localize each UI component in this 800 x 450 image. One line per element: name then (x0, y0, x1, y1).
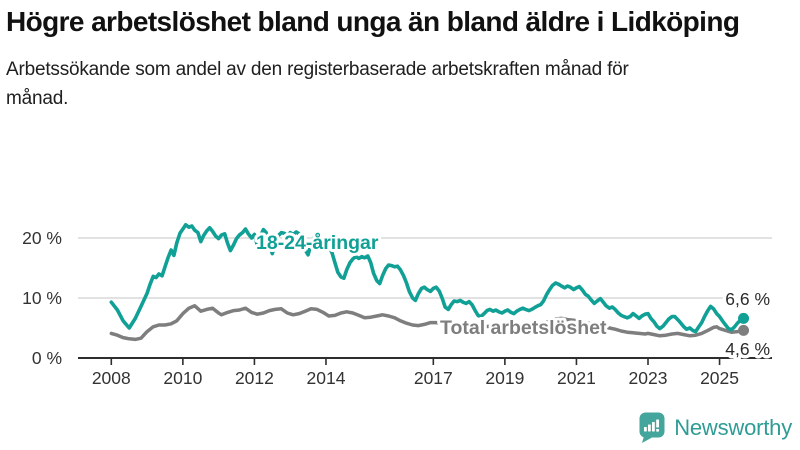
x-tick-label: 2010 (163, 368, 202, 388)
x-tick-label: 2023 (629, 368, 668, 388)
series-line-total-arbetsloshet (109, 304, 746, 342)
chart-header: Högre arbetslöshet bland unga än bland ä… (6, 4, 792, 114)
series-endpoint-dot-total (738, 324, 750, 336)
x-tick-label: 2017 (414, 368, 453, 388)
y-tick-label: 0 % (32, 348, 62, 368)
x-tick-label: 2021 (557, 368, 596, 388)
x-axis-tick-labels: 2008 2010 2012 2014 2017 2019 2021 2023 2025 (92, 368, 739, 388)
x-axis (78, 357, 772, 365)
end-value-label-total: 4,6 % (725, 339, 770, 359)
x-tick-label: 2012 (235, 368, 274, 388)
newsworthy-logo[interactable]: Newsworthy (639, 412, 792, 444)
bar-chart-speech-bubble-icon (639, 412, 665, 443)
x-tick-label: 2019 (485, 368, 524, 388)
series-label-18-24-aringar: 18-24-åringar (256, 231, 379, 254)
x-tick-label: 2008 (92, 368, 131, 388)
x-tick-label: 2014 (307, 368, 346, 388)
newsworthy-wordmark: Newsworthy (674, 415, 792, 440)
x-tick-label: 2025 (700, 368, 739, 388)
series-label-total-arbetsloshet: Total arbetslöshet (440, 317, 607, 339)
end-value-label-18-24: 6,6 % (725, 289, 770, 309)
y-axis-tick-labels: 0 % 10 % 20 % (22, 228, 62, 368)
series-endpoint-dot-18-24 (738, 312, 750, 324)
y-gridlines (78, 237, 772, 299)
page-title: Högre arbetslöshet bland unga än bland ä… (6, 6, 740, 37)
y-tick-label: 10 % (22, 288, 62, 308)
y-tick-label: 20 % (22, 228, 62, 248)
chart-subtitle: Arbetssökande som andel av den registerb… (6, 58, 629, 110)
series-line-18-24-aringar (109, 223, 746, 334)
